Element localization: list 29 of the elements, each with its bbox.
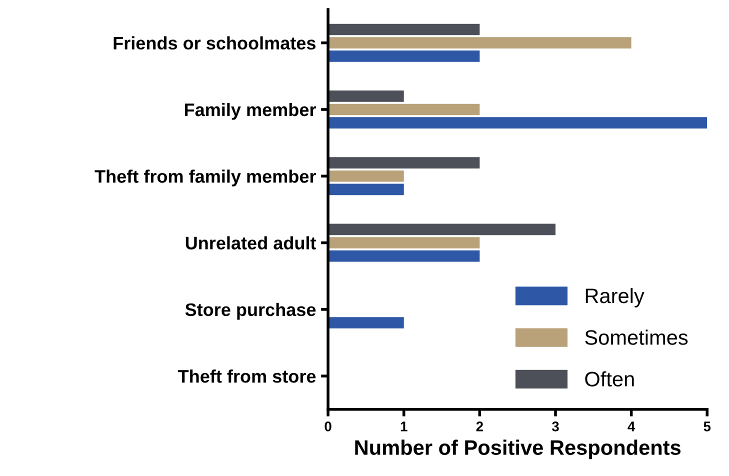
legend-label: Often (585, 371, 634, 386)
bar (328, 117, 708, 128)
bar (328, 90, 404, 102)
y-tick-label: Family member (184, 102, 316, 120)
bar (328, 37, 632, 49)
bar (328, 157, 480, 168)
bar (328, 224, 556, 236)
x-tick-label: 4 (628, 422, 636, 432)
bar (328, 317, 404, 328)
legend-label: Sometimes (585, 330, 688, 345)
x-tick-label: 0 (324, 422, 332, 432)
y-tick-label: Friends or schoolmates (114, 36, 316, 50)
bar (328, 250, 480, 262)
x-axis-title: Number of Positive Respondents (355, 440, 681, 460)
y-tick-label: Store purchase (185, 302, 316, 320)
x-tick-label: 2 (476, 422, 483, 432)
legend-label: Rarely (586, 288, 644, 308)
bar (328, 170, 404, 182)
bar (328, 237, 480, 248)
y-tick-label: Theft from family member (94, 170, 316, 186)
x-tick-label: 3 (552, 422, 559, 432)
bar (328, 104, 480, 116)
x-tick-label: 5 (704, 422, 711, 432)
y-tick-label: Theft from store (178, 370, 316, 383)
y-tick-label: Unrelated adult (186, 236, 316, 250)
bar (328, 184, 404, 196)
x-tick-label: 1 (400, 422, 408, 432)
bar (328, 50, 480, 62)
bar (328, 24, 480, 36)
